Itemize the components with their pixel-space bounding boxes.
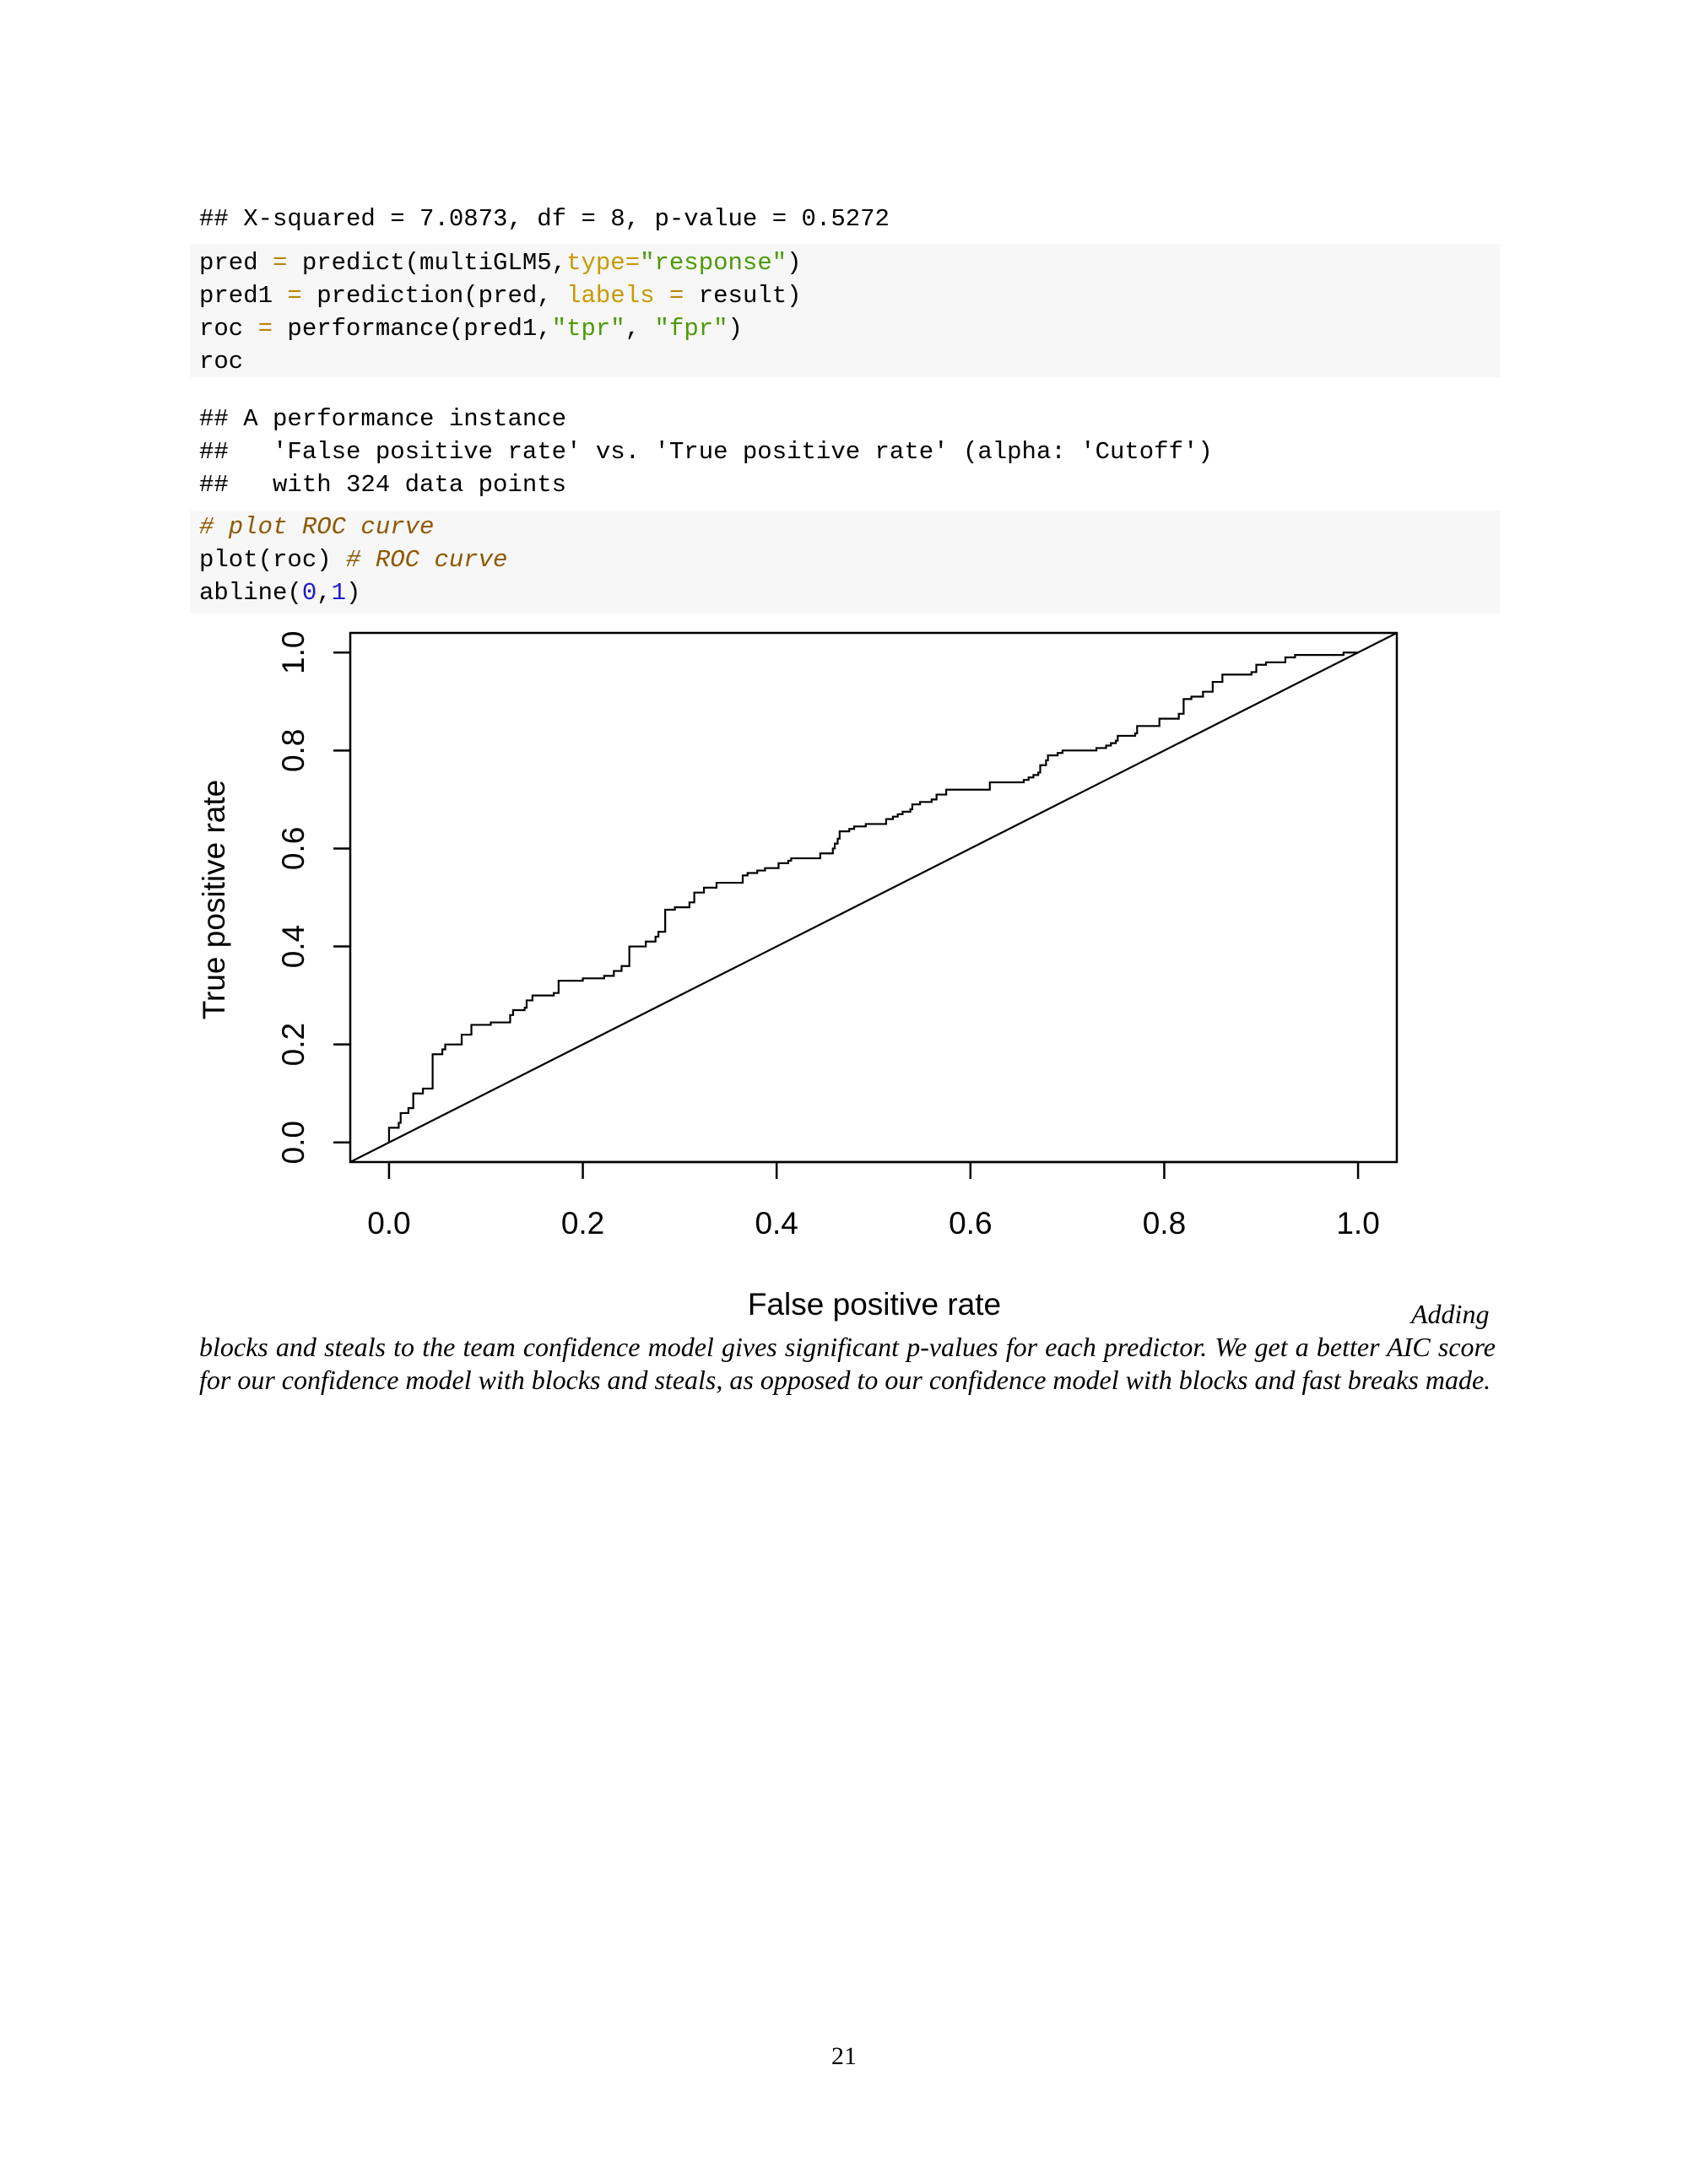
code-block-plot — [190, 511, 1500, 614]
y-tick-label: 0.8 — [276, 729, 311, 772]
x-tick-label: 0.4 — [755, 1206, 798, 1241]
x-axis-label: False positive rate — [748, 1287, 1001, 1322]
code-line-roc-print: roc — [199, 348, 244, 376]
y-tick-label: 0.4 — [276, 925, 311, 968]
chi-square-output: ## X-squared = 7.0873, df = 8, p-value =… — [199, 205, 890, 233]
reference-diagonal-line — [349, 632, 1398, 1163]
code-block-roc — [190, 244, 1500, 377]
x-tick-label: 0.6 — [949, 1206, 992, 1241]
x-tick-label: 1.0 — [1336, 1206, 1379, 1241]
figure-caption: Adding blocks and steals to the team con… — [199, 1299, 1496, 1395]
y-axis-label: True positive rate — [197, 780, 231, 1019]
code-line-pred1: pred1 = prediction(pred, labels = result… — [199, 282, 802, 310]
x-tick-label: 0.0 — [367, 1206, 410, 1241]
roc-curve-chart: 0.0 0.2 0.4 0.6 0.8 1.0 0.0 0.2 0.4 0.6 0.8 1.0 Fal… — [197, 631, 1399, 1322]
x-tick-label: 0.8 — [1143, 1206, 1186, 1241]
code-line-plot: plot(roc) # ROC curve — [199, 546, 508, 574]
performance-output-line-2: ## 'False positive rate' vs. 'True posit… — [199, 438, 1213, 466]
code-line-roc: roc = performance(pred1,"tpr", "fpr") — [199, 315, 743, 343]
performance-output-line-3: ## with 324 data points — [199, 471, 567, 499]
y-tick-label: 1.0 — [276, 631, 311, 674]
page-number: 21 — [831, 2042, 857, 2070]
code-line-abline: abline(0,1) — [199, 579, 361, 607]
performance-output-line-1: ## A performance instance — [199, 405, 567, 433]
y-tick-label: 0.6 — [276, 827, 311, 870]
x-tick-label: 0.2 — [561, 1206, 604, 1241]
y-tick-label: 0.2 — [276, 1023, 311, 1066]
code-line-pred: pred = predict(multiGLM5,type="response"… — [199, 249, 802, 277]
code-line-comment: # plot ROC curve — [199, 513, 435, 541]
roc-curve-line — [387, 651, 1359, 1143]
y-tick-label: 0.0 — [276, 1121, 311, 1164]
